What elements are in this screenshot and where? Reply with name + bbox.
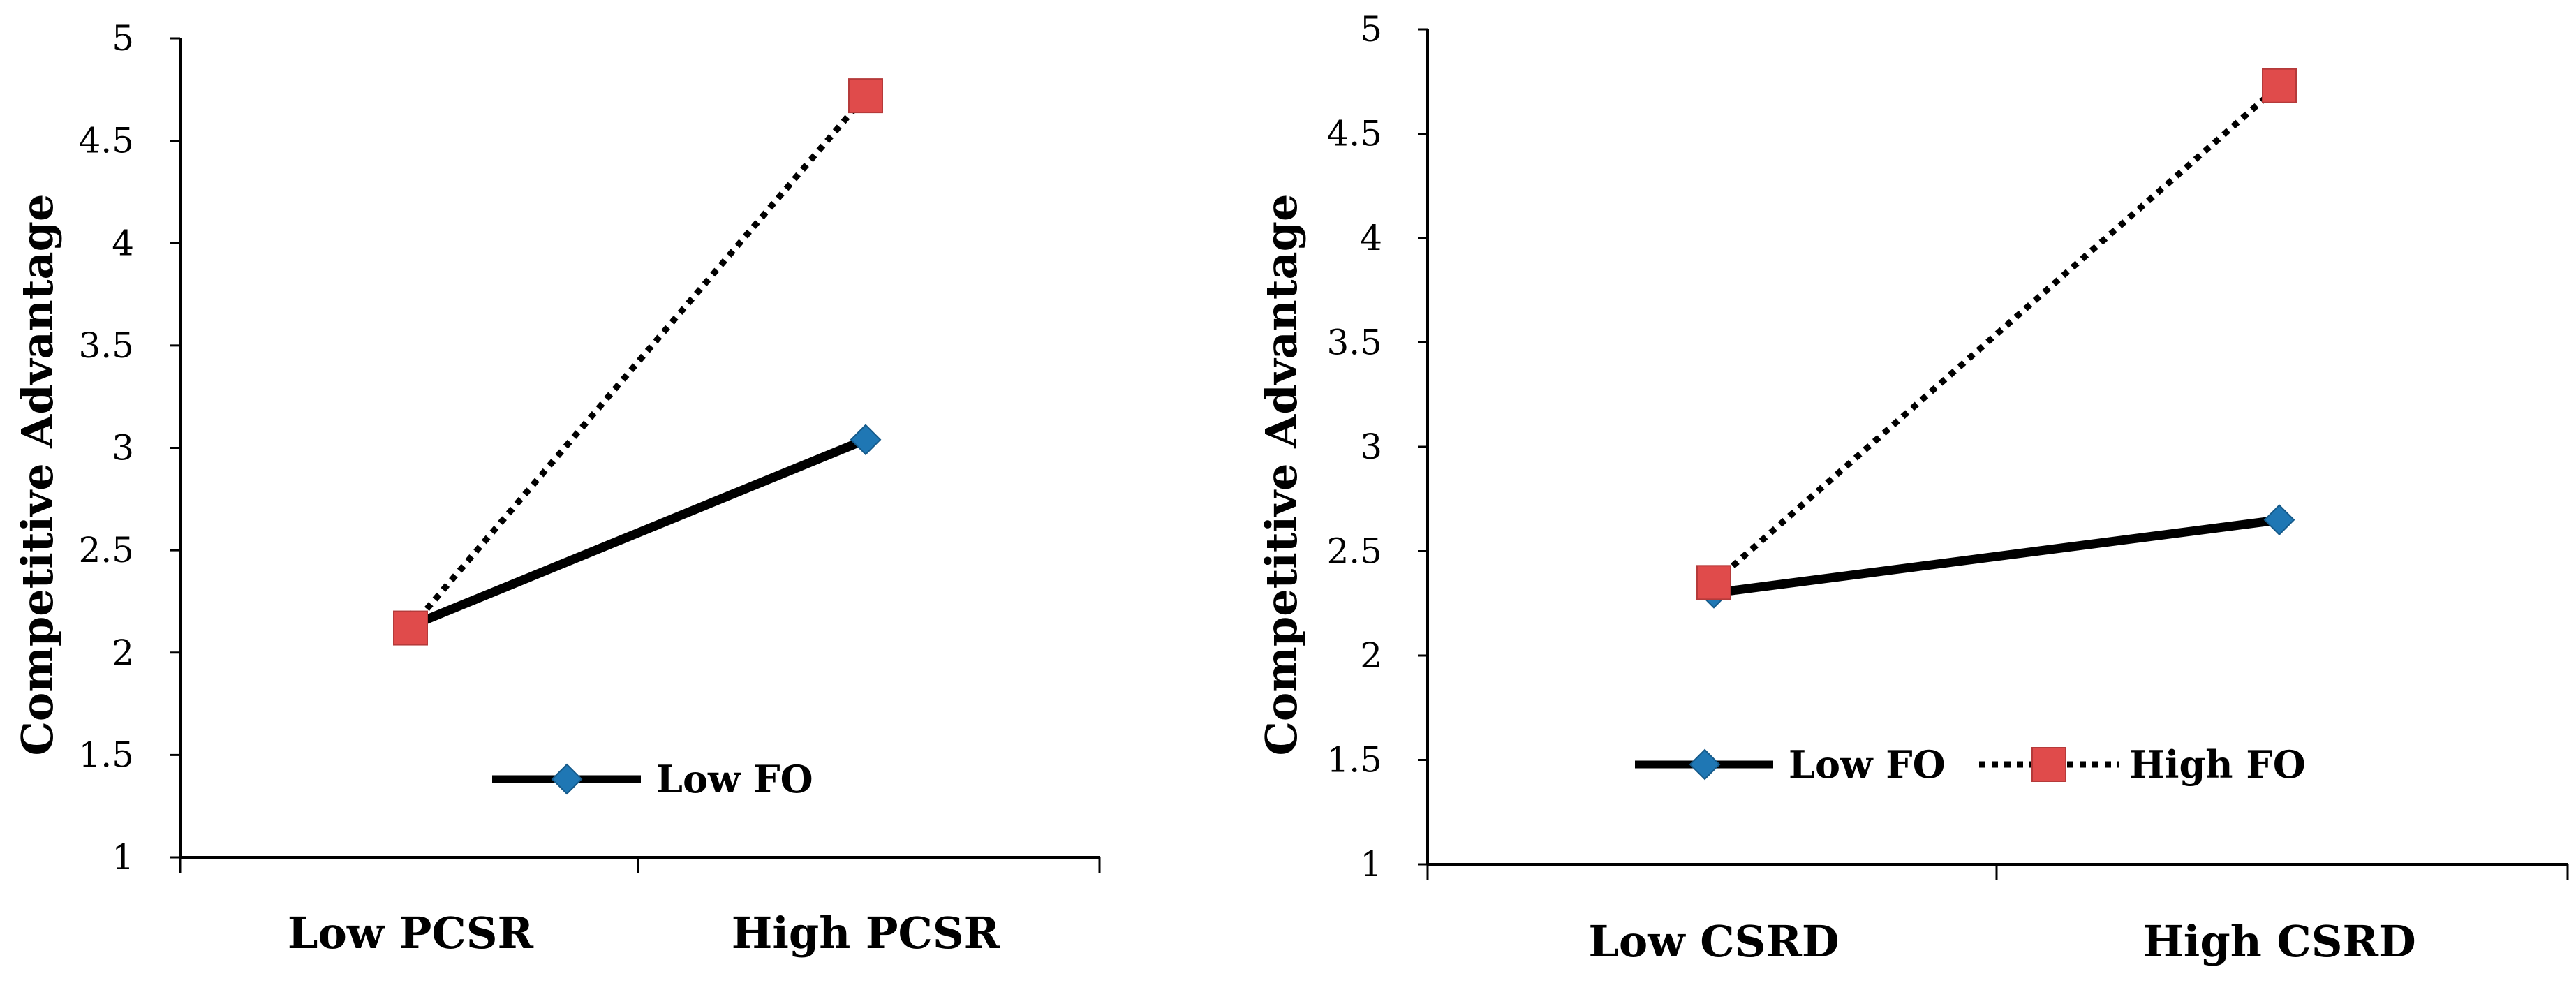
series-line-high-fo	[408, 94, 868, 630]
y-tick-label: 5	[112, 18, 134, 59]
y-tick-label: 3	[112, 428, 134, 468]
legend-label: Low FO	[656, 757, 813, 801]
y-tick-label: 4.5	[1326, 114, 1382, 154]
legend-label: Low FO	[1789, 742, 1946, 787]
x-category-label: Low PCSR	[288, 908, 534, 959]
x-category-label: High CSRD	[2142, 916, 2416, 967]
data-point-high-fo	[1696, 565, 1731, 600]
y-tick-label: 1	[112, 837, 134, 878]
y-tick-label: 2	[1360, 635, 1382, 676]
data-point-low-fo	[2263, 504, 2295, 536]
y-tick-label: 2.5	[1326, 531, 1382, 572]
y-tick-label: 4.5	[78, 121, 134, 161]
legend-marker	[551, 763, 583, 795]
y-tick-label: 3	[1360, 427, 1382, 467]
y-tick-label: 1.5	[1326, 740, 1382, 781]
y-tick-label: 2	[112, 633, 134, 673]
chart-right: 1 1.5 2 2.5 3 3.5 4 4.5 5 Low CSRD High CSRD Compet…	[1256, 9, 2569, 967]
legend: Low FO High FO	[1635, 742, 2306, 787]
x-category-label: High PCSR	[732, 908, 1000, 959]
series-line-low-fo	[1709, 515, 2284, 598]
y-tick-label: 1	[1360, 844, 1382, 885]
data-point-high-fo	[848, 78, 883, 114]
series-line-high-fo	[1712, 83, 2281, 585]
data-point-low-fo	[850, 424, 882, 456]
y-axis-label: Competitive Advantage	[1256, 194, 1307, 756]
legend-marker	[2031, 747, 2066, 782]
y-tick-label: 4	[112, 223, 134, 263]
y-tick-label: 5	[1360, 9, 1382, 50]
legend-label: High FO	[2129, 742, 2306, 787]
legend-marker	[1689, 748, 1721, 781]
x-category-label: Low CSRD	[1588, 916, 1839, 967]
series-line-low-fo	[406, 435, 871, 631]
y-tick-label: 3.5	[1326, 323, 1382, 363]
y-tick-label: 1.5	[78, 734, 134, 775]
data-point-high-fo	[393, 610, 428, 646]
data-point-high-fo	[2262, 68, 2297, 103]
legend: Low FO	[492, 757, 813, 801]
y-tick-label: 3.5	[78, 325, 134, 366]
y-tick-label: 4	[1360, 218, 1382, 258]
chart-left: 1 1.5 2 2.5 3 3.5 4 4.5 5 Low PCSR High PCSR Compet…	[12, 18, 1101, 959]
y-axis-label: Competitive Advantage	[12, 194, 63, 756]
y-tick-label: 2.5	[78, 530, 134, 570]
